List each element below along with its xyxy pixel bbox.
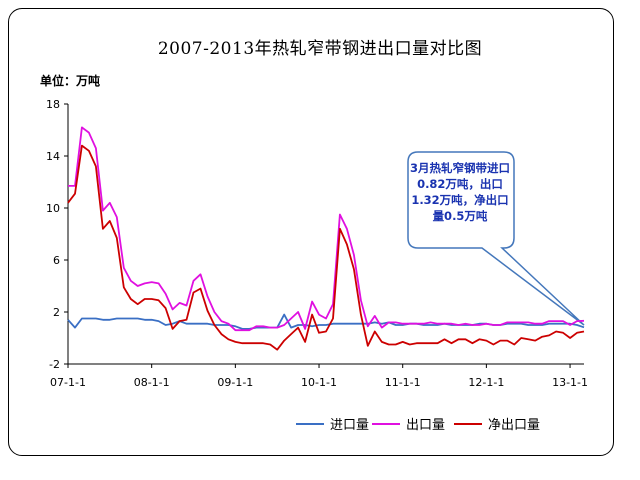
legend: 进口量 出口量 净出口量 (0, 414, 640, 433)
x-tick-label: 07-1-1 (50, 376, 86, 389)
y-tick-label: 18 (46, 98, 60, 111)
x-tick-label: 09-1-1 (217, 376, 253, 389)
x-tick-label: 08-1-1 (134, 376, 170, 389)
legend-item: 净出口量 (454, 414, 540, 433)
y-tick-label: 14 (46, 150, 60, 163)
y-tick-label: 10 (46, 202, 60, 215)
legend-swatch (372, 422, 400, 425)
legend-item: 出口量 (372, 414, 445, 433)
x-tick-label: 10-1-1 (301, 376, 337, 389)
chart-title: 2007-2013年热轧窄带钢进出口量对比图 (157, 39, 483, 59)
legend-label: 出口量 (406, 418, 446, 433)
annotation-text: 3月热轧窄钢带进口0.82万吨，出口1.32万吨，净出口量0.5万吨 (410, 161, 511, 223)
y-tick-label: 6 (53, 254, 60, 267)
x-tick-label: 12-1-1 (468, 376, 504, 389)
y-tick-label: -2 (49, 358, 60, 371)
net-export-series-line (67, 144, 585, 351)
legend-swatch (296, 422, 324, 425)
annotation-callout (407, 151, 585, 326)
x-tick-label: 13-1-1 (552, 376, 588, 389)
legend-item: 进口量 (296, 414, 369, 433)
unit-label: 单位：万吨 (40, 74, 101, 88)
x-tick-label: 11-1-1 (385, 376, 421, 389)
y-tick-label: 2 (53, 306, 60, 319)
export-series-line (68, 126, 585, 332)
legend-label: 进口量 (330, 418, 370, 433)
legend-swatch (454, 422, 482, 425)
legend-label: 净出口量 (488, 418, 541, 433)
